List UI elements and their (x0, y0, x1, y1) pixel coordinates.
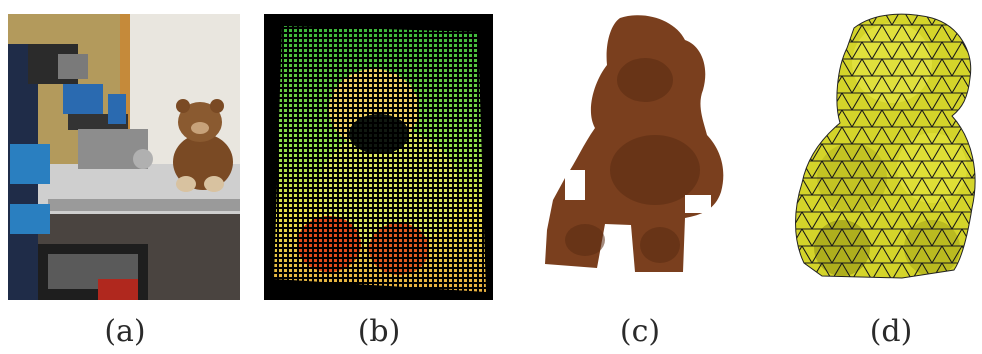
panel-a-photo (8, 14, 240, 300)
triangle-mesh-image (795, 13, 976, 279)
point-cloud-image (264, 14, 493, 300)
robot-teddy-photo (8, 14, 240, 300)
caption-a: (a) (104, 314, 146, 349)
caption-b: (b) (357, 314, 401, 349)
caption-d: (d) (869, 314, 913, 349)
panel-d-mesh (782, 8, 982, 293)
textured-surface-image (545, 15, 724, 272)
panel-c-surface (525, 10, 743, 282)
panel-b-point-cloud (264, 14, 493, 300)
caption-c: (c) (619, 314, 661, 349)
